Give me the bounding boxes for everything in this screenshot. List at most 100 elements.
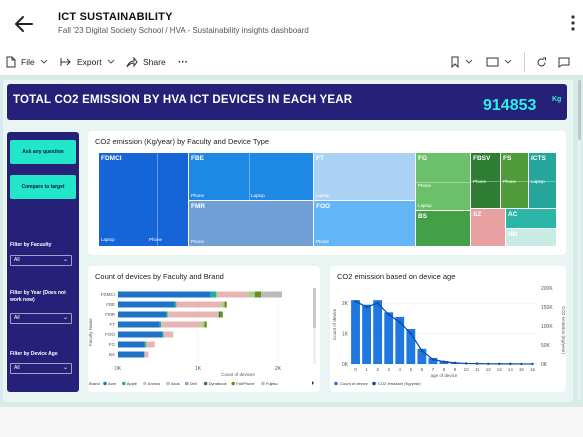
combo-co2-point[interactable]: [387, 313, 390, 316]
bar-segment-archos[interactable]: [167, 311, 218, 318]
bar-legend-marker: [103, 381, 107, 386]
bar-segment-apple[interactable]: [174, 301, 177, 308]
treemap-title: CO2 emission (Kg/year) by Faculty and De…: [95, 137, 270, 146]
bar-segment-acer[interactable]: [118, 301, 174, 308]
bar-segment-archos[interactable]: [161, 321, 202, 328]
year-filter-value: All: [14, 315, 20, 321]
bar-segment-asus[interactable]: [217, 311, 219, 318]
bar-chart-title: Count of devices by Faculty and Brand: [95, 272, 224, 281]
combo-count-bar[interactable]: [428, 357, 438, 364]
bar-segment-acer[interactable]: [118, 291, 211, 298]
bar-segment-archos[interactable]: [144, 351, 149, 358]
bar-segment-apple[interactable]: [159, 321, 162, 328]
bar-segment-archos[interactable]: [163, 331, 174, 338]
combo-co2-point[interactable]: [376, 302, 379, 305]
treemap-tile-icts[interactable]: ICTS Laptop: [529, 153, 556, 208]
combo-co2-point[interactable]: [453, 361, 457, 365]
combo-count-bar[interactable]: [406, 329, 416, 364]
bar-scrollbar-thumb[interactable]: [313, 288, 316, 328]
view-button[interactable]: [486, 54, 517, 70]
combo-co2-point[interactable]: [509, 362, 512, 366]
combo-co2-point[interactable]: [498, 362, 501, 366]
bar-segment-acer[interactable]: [118, 341, 145, 348]
treemap-tile-ac[interactable]: AC: [506, 209, 556, 228]
page-scrollbar[interactable]: [578, 80, 581, 400]
bar-segment-fujitsu[interactable]: [261, 291, 282, 298]
combo-co2-point[interactable]: [398, 321, 401, 324]
bar-segment-archos[interactable]: [146, 341, 155, 348]
bar-segment-fairphone[interactable]: [224, 301, 227, 308]
combo-co2-point[interactable]: [442, 360, 446, 363]
treemap-tile-label: BS: [418, 213, 428, 220]
bar-segment-asus[interactable]: [248, 291, 255, 298]
treemap-tile-fmr[interactable]: FMR Phone: [189, 201, 313, 246]
combo-co2-point[interactable]: [365, 305, 368, 309]
treemap-tile-label: FG: [418, 155, 428, 162]
treemap-tile-fdmci[interactable]: FDMCI Laptop Phone: [99, 153, 188, 246]
bar-category-label: BS: [109, 352, 115, 357]
combo-co2-point[interactable]: [354, 300, 357, 303]
compare-target-button[interactable]: Compare to target: [10, 175, 76, 199]
combo-co2-point[interactable]: [431, 358, 435, 361]
combo-x-tick-label: 15: [519, 367, 525, 372]
total-emission-value: 914853: [483, 97, 537, 114]
refresh-button[interactable]: [536, 54, 552, 70]
file-menu-button[interactable]: File: [6, 54, 53, 70]
bar-segment-fairphone[interactable]: [254, 291, 262, 298]
combo-co2-point[interactable]: [464, 362, 468, 365]
legend-next-icon[interactable]: [312, 381, 314, 385]
bar-segment-apple[interactable]: [144, 341, 146, 348]
year-filter-label: Filter by Year (Does not work now): [10, 290, 66, 303]
combo-count-bar[interactable]: [362, 304, 372, 364]
bookmark-button[interactable]: [450, 54, 478, 70]
combo-co2-point[interactable]: [420, 349, 424, 352]
bar-segment-archos[interactable]: [176, 301, 222, 308]
combo-co2-point[interactable]: [409, 332, 413, 335]
year-filter-dropdown[interactable]: All ⌄: [10, 313, 72, 324]
bar-segment-acer[interactable]: [118, 321, 160, 328]
age-filter-dropdown[interactable]: All ⌄: [10, 363, 72, 374]
bar-segment-apple[interactable]: [166, 311, 168, 318]
combo-co2-point[interactable]: [475, 362, 479, 365]
treemap-tile-ft[interactable]: FT Laptop: [314, 153, 415, 200]
page-scrollbar-thumb[interactable]: [578, 80, 581, 140]
combo-count-bar[interactable]: [395, 316, 405, 364]
treemap-tile-bs[interactable]: BS: [416, 211, 470, 246]
export-menu-button[interactable]: Export: [60, 54, 120, 70]
treemap-tile-sz[interactable]: SZ: [471, 209, 505, 246]
treemap-tile-foo[interactable]: FOO Phone: [314, 201, 415, 246]
combo-count-bar[interactable]: [351, 300, 360, 364]
more-options-icon[interactable]: [568, 14, 578, 32]
ask-question-button[interactable]: Ask any question: [10, 140, 76, 164]
bar-segment-fairphone[interactable]: [204, 321, 207, 328]
combo-co2-point[interactable]: [531, 362, 534, 366]
combo-count-bar[interactable]: [384, 312, 394, 364]
bar-segment-apple[interactable]: [210, 291, 217, 298]
bar-segment-acer[interactable]: [118, 311, 166, 318]
share-button[interactable]: Share: [126, 54, 166, 70]
bar-y-axis-label: Faculty Name: [88, 318, 93, 346]
bar-segment-acer[interactable]: [118, 331, 162, 338]
bar-segment-dynabook[interactable]: [218, 311, 221, 318]
combo-count-bar[interactable]: [373, 300, 383, 364]
faculty-filter-dropdown[interactable]: All ⌄: [10, 255, 72, 266]
bar-segment-archos[interactable]: [216, 291, 249, 298]
more-toolbar-button[interactable]: ···: [178, 56, 188, 68]
combo-co2-point[interactable]: [520, 362, 523, 366]
back-arrow-icon[interactable]: [12, 12, 36, 36]
combo-count-bar[interactable]: [417, 348, 427, 364]
comment-button[interactable]: [558, 54, 575, 70]
bar-segment-apple[interactable]: [162, 331, 164, 338]
combo-co2-point[interactable]: [487, 362, 490, 366]
treemap-tile-fbsv[interactable]: FBSV Phone: [471, 153, 500, 208]
bar-segment-asus[interactable]: [201, 321, 205, 328]
bar-segment-acer[interactable]: [118, 351, 145, 358]
treemap-tile-hb[interactable]: HB: [506, 229, 556, 246]
treemap-tile-fs[interactable]: FS Phone: [501, 153, 528, 208]
treemap-tile-fbe[interactable]: FBE Phone Laptop: [189, 153, 313, 200]
bar-legend-label: Archos: [148, 381, 160, 386]
combo-right-tick-label: 100K: [541, 324, 553, 330]
bar-segment-fairphone[interactable]: [220, 311, 223, 318]
treemap-tile-fg[interactable]: FG Phone Laptop: [416, 153, 470, 210]
bar-segment-asus[interactable]: [221, 301, 225, 308]
